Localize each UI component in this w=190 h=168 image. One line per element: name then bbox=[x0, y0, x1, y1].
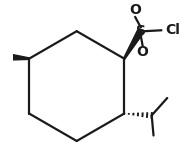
Polygon shape bbox=[124, 30, 143, 59]
Text: Cl: Cl bbox=[165, 23, 180, 37]
Text: O: O bbox=[137, 45, 148, 59]
Polygon shape bbox=[7, 54, 29, 60]
Text: O: O bbox=[129, 3, 141, 17]
Text: S: S bbox=[136, 24, 146, 38]
